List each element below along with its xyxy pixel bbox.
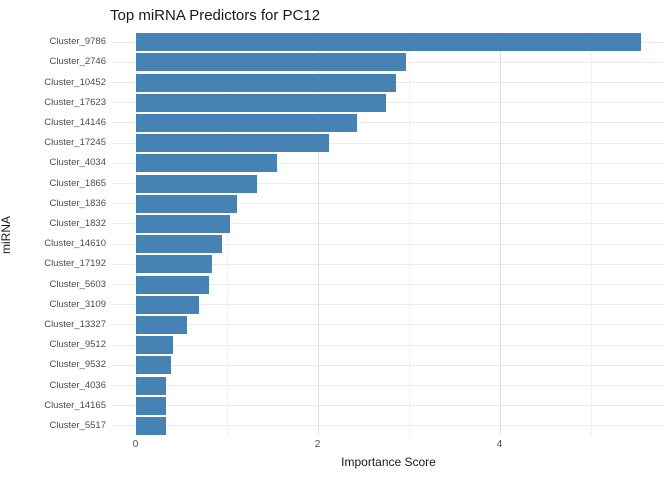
y-gridline xyxy=(112,304,665,306)
bar xyxy=(135,73,396,92)
y-gridline xyxy=(112,364,665,366)
x-gridline-minor xyxy=(226,32,228,436)
x-gridline-major xyxy=(317,32,319,436)
y-tick-label: Cluster_4034 xyxy=(49,157,106,169)
y-gridline xyxy=(112,324,665,326)
y-tick-label: Cluster_1836 xyxy=(49,197,106,209)
y-gridline xyxy=(112,203,665,205)
y-gridline xyxy=(112,223,665,225)
y-tick-label: Cluster_5517 xyxy=(49,419,106,431)
y-gridline xyxy=(112,405,665,407)
x-gridline-major xyxy=(135,32,137,436)
y-tick-label: Cluster_5603 xyxy=(49,278,106,290)
y-gridline xyxy=(112,162,665,164)
y-tick-label: Cluster_9786 xyxy=(49,36,106,48)
y-tick-label: Cluster_14610 xyxy=(44,238,106,250)
y-tick-label: Cluster_4036 xyxy=(49,379,106,391)
bar xyxy=(135,154,277,173)
bar xyxy=(135,255,212,274)
bar xyxy=(135,214,231,233)
bar xyxy=(135,113,357,132)
bar xyxy=(135,356,171,375)
bar xyxy=(135,194,238,213)
y-gridline xyxy=(112,263,665,265)
y-gridline xyxy=(112,284,665,285)
bar xyxy=(135,134,330,153)
y-gridline xyxy=(112,243,665,245)
x-tick-label: 4 xyxy=(496,439,503,450)
y-tick-label: Cluster_14146 xyxy=(44,116,106,128)
x-gridline-major xyxy=(499,32,501,436)
y-tick-label: Cluster_14165 xyxy=(44,399,106,411)
bar xyxy=(135,275,210,294)
y-tick-label: Cluster_17245 xyxy=(44,137,106,149)
bar xyxy=(135,33,641,52)
y-gridline xyxy=(112,183,665,184)
bar xyxy=(135,376,167,395)
y-gridline xyxy=(112,425,665,427)
y-tick-label: Cluster_17192 xyxy=(44,258,106,270)
y-axis-tick-labels: Cluster_9786 Cluster_2746 Cluster_10452 Clu… xyxy=(0,32,106,436)
bar xyxy=(135,53,406,72)
bar xyxy=(135,235,222,254)
bar xyxy=(135,295,200,314)
bar xyxy=(135,93,386,112)
bar xyxy=(135,174,257,193)
y-tick-label: Cluster_1865 xyxy=(49,177,106,189)
y-tick-label: Cluster_10452 xyxy=(44,76,106,88)
x-tick-label: 0 xyxy=(132,439,139,450)
y-tick-label: Cluster_9512 xyxy=(49,339,106,351)
y-tick-label: Cluster_17623 xyxy=(44,96,106,108)
bar xyxy=(135,315,188,334)
x-axis-title: Importance Score xyxy=(341,455,436,469)
plot-panel xyxy=(112,32,665,436)
x-gridline-minor xyxy=(408,32,410,436)
y-tick-label: Cluster_9532 xyxy=(49,359,106,371)
y-gridline xyxy=(112,142,665,144)
y-gridline xyxy=(112,102,665,104)
bar xyxy=(135,396,166,415)
bar xyxy=(135,416,166,435)
bar xyxy=(135,336,173,355)
y-gridline xyxy=(112,122,665,124)
y-tick-label: Cluster_13327 xyxy=(44,318,106,330)
y-tick-label: Cluster_1832 xyxy=(49,217,106,229)
y-gridline xyxy=(112,344,665,346)
plot-title: Top miRNA Predictors for PC12 xyxy=(110,7,321,24)
x-gridline-minor xyxy=(590,32,592,436)
x-tick-label: 2 xyxy=(314,439,321,450)
y-gridline xyxy=(112,385,665,386)
y-tick-label: Cluster_3109 xyxy=(49,298,106,310)
y-tick-label: Cluster_2746 xyxy=(49,56,106,68)
